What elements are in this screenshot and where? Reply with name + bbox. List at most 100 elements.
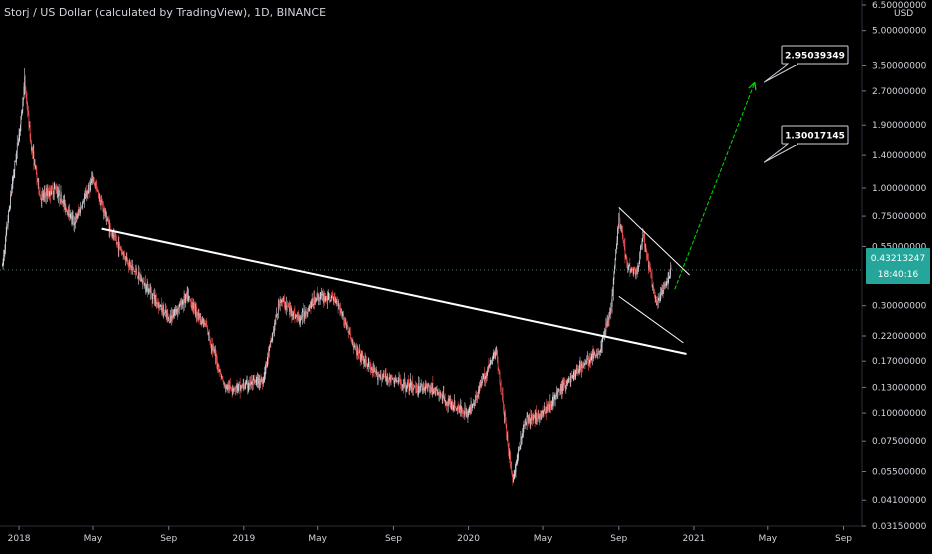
candle-body [143, 280, 144, 282]
candle-body [154, 295, 155, 300]
target-high-callout-label: 2.95039349 [785, 52, 845, 62]
candle-body [169, 321, 171, 323]
candle-body [379, 374, 381, 379]
drawings-layer[interactable]: 2.95039349 1.30017145 [101, 45, 849, 355]
candle-body [181, 300, 182, 308]
descending-trendline[interactable] [101, 227, 687, 355]
candle-body [353, 342, 354, 349]
candle-body [163, 308, 165, 314]
wedge-lower-line[interactable] [618, 295, 684, 344]
candle-body [175, 309, 177, 312]
candle-body [45, 192, 47, 198]
candle-body [341, 308, 343, 317]
candle-body [38, 179, 40, 191]
candle-body [183, 296, 185, 305]
candle-body [358, 352, 360, 354]
candle-body [643, 234, 645, 239]
candle-body [289, 307, 290, 312]
candle-body [453, 405, 455, 407]
candle-body [103, 209, 105, 213]
candle-body [516, 459, 518, 461]
time-axis[interactable]: 2018 May Sep 2019 May Sep 2020 May Sep 2021 May Sep [0, 525, 862, 544]
candle-body [188, 296, 189, 301]
candle-body [405, 388, 407, 391]
candle-body [590, 357, 591, 361]
candle-body [661, 291, 663, 294]
candle-body [607, 318, 609, 320]
candle-body [128, 264, 130, 267]
candle-body [242, 385, 243, 387]
target-high-callout-box[interactable] [781, 45, 849, 65]
candle-body [91, 179, 93, 183]
candle-body [34, 159, 36, 169]
candle-body [412, 382, 413, 392]
candle-body [533, 416, 535, 418]
candle-body [90, 182, 91, 191]
candle-body [662, 290, 664, 292]
candle-body [470, 407, 471, 413]
candle-body [429, 387, 431, 392]
candle-body [547, 410, 548, 412]
candle-body [8, 208, 10, 211]
candle-body [416, 389, 418, 391]
price-tick-label: 6.50000000 [872, 1, 927, 11]
current-price-tag[interactable]: 0.43213247 18:40:16 [866, 248, 930, 285]
candle-body [473, 403, 475, 405]
candle-body [388, 381, 389, 382]
candle-body [309, 306, 311, 311]
candle-body [381, 377, 383, 380]
candle-body [226, 385, 227, 388]
price-axis[interactable]: 6.50000000 5.00000000 3.50000000 2.70000000… [861, 0, 932, 550]
candle-body [362, 358, 364, 363]
candle-body [439, 391, 440, 397]
candle-body [43, 191, 45, 195]
candle-body [40, 194, 41, 200]
candle-body [635, 269, 637, 276]
target-mid-callout[interactable]: 1.30017145 [763, 125, 849, 163]
candle-body [370, 367, 372, 370]
candle-body [106, 220, 107, 221]
candle-body [270, 341, 272, 342]
candle-body [257, 377, 259, 385]
candle-body [343, 320, 345, 321]
candle-body [301, 316, 303, 318]
candle-body [422, 388, 424, 390]
candle-body [233, 389, 234, 390]
candle-body [408, 385, 410, 391]
candle-body [85, 194, 87, 198]
candle-body [514, 473, 516, 475]
candle-body [335, 297, 337, 303]
projection-arrow[interactable] [674, 82, 756, 290]
candle-body [628, 266, 629, 269]
target-high-callout[interactable]: 2.95039349 [763, 45, 849, 83]
candle-body [45, 195, 46, 198]
candle-body [229, 385, 231, 386]
candle-body [520, 439, 522, 446]
candle-body [447, 402, 448, 406]
candle-body [185, 293, 187, 298]
candle-body [471, 404, 472, 409]
candle-body [349, 331, 351, 334]
candle-body [545, 406, 547, 413]
candle-body [517, 458, 519, 460]
candle-body [339, 306, 341, 311]
wedge-upper-line[interactable] [618, 207, 690, 276]
candle-body [507, 434, 509, 444]
candle-body [449, 400, 450, 402]
price-tick-label: 2.70000000 [872, 87, 927, 97]
candle-body [436, 389, 437, 390]
candle-body [659, 296, 661, 302]
target-mid-callout-box[interactable] [781, 125, 849, 145]
candle-body [623, 243, 625, 247]
candle-body [178, 307, 179, 309]
candle-body [144, 283, 146, 286]
candle-body [575, 370, 577, 374]
candle-body [152, 294, 154, 300]
candle-body [59, 199, 61, 203]
candle-body [130, 265, 132, 268]
candle-body [415, 386, 416, 389]
candle-body [431, 387, 432, 391]
candle-body [231, 390, 233, 392]
